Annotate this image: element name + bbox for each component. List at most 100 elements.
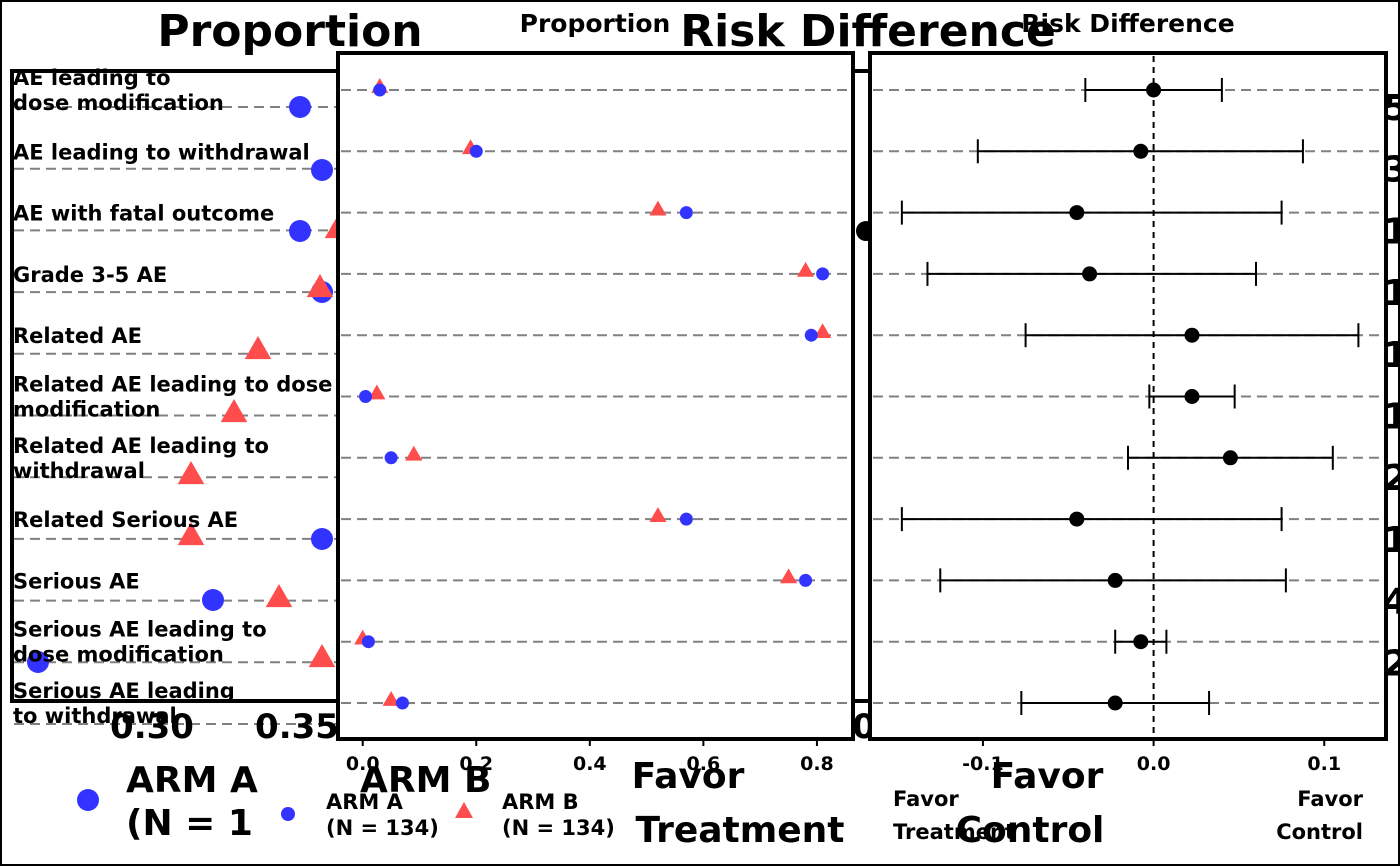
back-circle-marker (202, 589, 224, 611)
arm-a-point (359, 390, 373, 403)
risk-difference-estimates (900, 78, 1360, 715)
back-triangle-marker (220, 399, 248, 423)
favor-treatment-label: Favor (893, 787, 959, 811)
category-label-line: Related AE leading to (13, 434, 269, 458)
risk-difference-point (1133, 143, 1149, 159)
proportion-tick-label: 0.2 (459, 753, 493, 775)
category-label-line: AE leading to (13, 66, 171, 90)
back-favor-treatment: Treatment (635, 810, 844, 851)
risk-difference-point (1184, 327, 1200, 343)
back-triangle-marker (308, 644, 336, 668)
arm-a-point (799, 573, 813, 587)
back-triangle-marker (177, 461, 205, 485)
arm-b-point (368, 384, 386, 400)
legend-arm-a-label: ARM A (326, 790, 404, 814)
back-triangle-marker (265, 584, 293, 608)
arm-b-point (779, 568, 798, 584)
back-circle-marker (27, 651, 49, 673)
back-legend-arm-a-n: (N = 1 (126, 803, 253, 844)
back-favor-control: Control (956, 810, 1105, 851)
arm-b-point (649, 200, 667, 216)
proportion-tick-label: 0.6 (687, 753, 721, 775)
proportion-tick-label: 0.8 (800, 753, 834, 775)
risk-difference-point (1082, 266, 1098, 282)
arm-b-point (405, 445, 423, 461)
favor-treatment-label: Treatment (893, 820, 1015, 844)
legend-arm-a-label: (N = 134) (326, 816, 439, 840)
arm-a-point (373, 83, 387, 97)
risk-difference-panel-title: Risk Difference (1021, 9, 1234, 38)
back-circle-marker (311, 528, 333, 550)
back-title-risk-difference: Risk Difference (680, 6, 1056, 57)
back-favor-control: Favor (991, 756, 1104, 797)
category-label-line: to withdrawal (13, 704, 177, 728)
category-label-line: Serious AE leading (13, 679, 235, 703)
category-label-line: modification (13, 398, 160, 422)
risk-difference-point (1146, 82, 1162, 98)
category-label: Related AE leading to withdrawal (13, 434, 269, 483)
category-label: Serious AE (13, 569, 140, 593)
risk-difference-point (1184, 389, 1200, 404)
category-label-line: withdrawal (13, 459, 145, 483)
proportion-panel-title: Proportion (520, 9, 671, 38)
back-legend-circle (77, 789, 99, 811)
category-label: Related AE (13, 324, 142, 348)
category-label-line: Serious AE leading to (13, 618, 267, 642)
category-label: AE with fatal outcome (13, 202, 274, 226)
favor-control-label: Favor (1297, 787, 1363, 811)
risk-difference-point (1069, 511, 1085, 527)
back-legend-arm-a: ARM A (126, 760, 258, 801)
category-label: Serious AE leading to withdrawal (13, 679, 235, 728)
legend-arm-a-marker (281, 807, 295, 821)
proportion-gridlines (341, 89, 851, 704)
arm-b-point (797, 261, 815, 277)
arm-a-point (679, 512, 693, 526)
arm-a-point (469, 144, 483, 158)
category-label: Serious AE leading to dose modification (13, 618, 267, 667)
category-label: AE leading to withdrawal (13, 140, 310, 164)
back-favor-treatment: Favor (632, 756, 745, 797)
category-label: Grade 3-5 AE (13, 263, 167, 287)
back-circle-marker (289, 96, 311, 118)
arm-b-point (814, 323, 832, 339)
back-legend-arm-b: ARM B (360, 760, 491, 801)
favor-control-label: Control (1276, 820, 1363, 844)
back-triangle-marker (306, 274, 334, 298)
category-label-line: dose modification (13, 91, 224, 115)
back-x-tick: 0.35 (255, 707, 339, 747)
proportion-x-axis: 0.0 0.2 0.4 0.6 0.8 (346, 739, 834, 775)
back-triangle-marker (177, 522, 205, 546)
risk-difference-tick-label: 0.0 (1137, 753, 1171, 775)
risk-difference-point (1222, 450, 1238, 466)
back-circle-marker (311, 159, 333, 181)
legend-arm-b-label: (N = 134) (502, 816, 615, 840)
category-label-line: dose modification (13, 643, 224, 667)
risk-difference-tick-label: 0.1 (1307, 753, 1341, 775)
proportion-tick-label: 0.4 (573, 753, 607, 775)
category-label: AE leading to dose modification (13, 66, 224, 115)
legend: ARM A (N = 134) ARM B (N = 134) (281, 790, 615, 840)
background-layer: Proportion Risk Difference 0.30 0.35 0 A… (10, 6, 1400, 851)
back-title-proportion: Proportion (157, 6, 422, 57)
back-rows (14, 106, 336, 725)
category-label-line: Related AE leading to dose (13, 373, 332, 397)
risk-difference-point (1107, 695, 1123, 711)
arm-a-point (816, 267, 830, 281)
risk-difference-x-axis: -0.1 0.0 0.1 (962, 739, 1341, 775)
legend-arm-b-label: ARM B (502, 790, 579, 814)
risk-difference-tick-label: -0.1 (962, 753, 1004, 775)
back-triangle-marker (244, 336, 272, 360)
proportion-markers (354, 78, 832, 710)
category-label: Related AE leading to dose modification (13, 373, 332, 422)
legend-arm-b-marker (455, 802, 473, 818)
risk-difference-point (1133, 634, 1149, 650)
back-circle-marker (289, 220, 311, 242)
arm-b-point (382, 691, 400, 706)
arm-a-point (804, 328, 818, 342)
arm-b-point (649, 507, 667, 522)
proportion-tick-label: 0.0 (346, 753, 380, 775)
category-label: Related Serious AE (13, 508, 238, 532)
